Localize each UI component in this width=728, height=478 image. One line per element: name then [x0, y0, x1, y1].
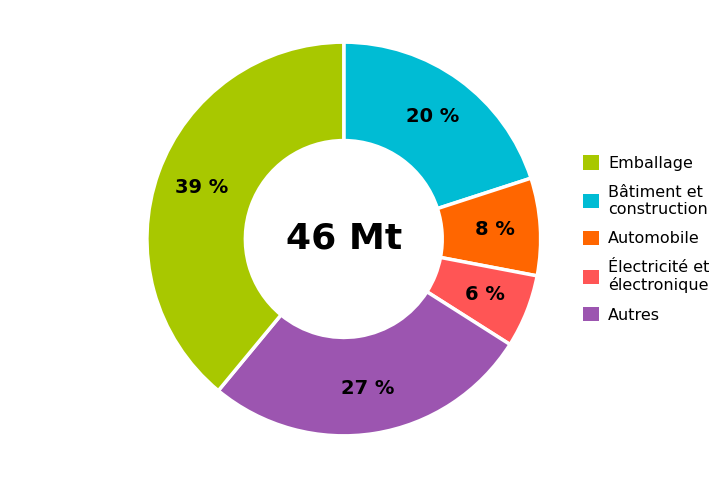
- Text: 39 %: 39 %: [175, 178, 228, 197]
- Text: 6 %: 6 %: [464, 285, 505, 304]
- Wedge shape: [427, 258, 537, 345]
- Wedge shape: [218, 292, 510, 436]
- Legend: Emballage, Bâtiment et
construction, Automobile, Électricité et
électronique, Au: Emballage, Bâtiment et construction, Aut…: [576, 149, 716, 329]
- Text: 27 %: 27 %: [341, 379, 394, 398]
- Text: 46 Mt: 46 Mt: [285, 222, 402, 256]
- Wedge shape: [344, 42, 531, 208]
- Wedge shape: [147, 42, 344, 391]
- Text: 8 %: 8 %: [475, 220, 515, 239]
- Wedge shape: [438, 178, 541, 276]
- Text: 20 %: 20 %: [406, 107, 459, 126]
